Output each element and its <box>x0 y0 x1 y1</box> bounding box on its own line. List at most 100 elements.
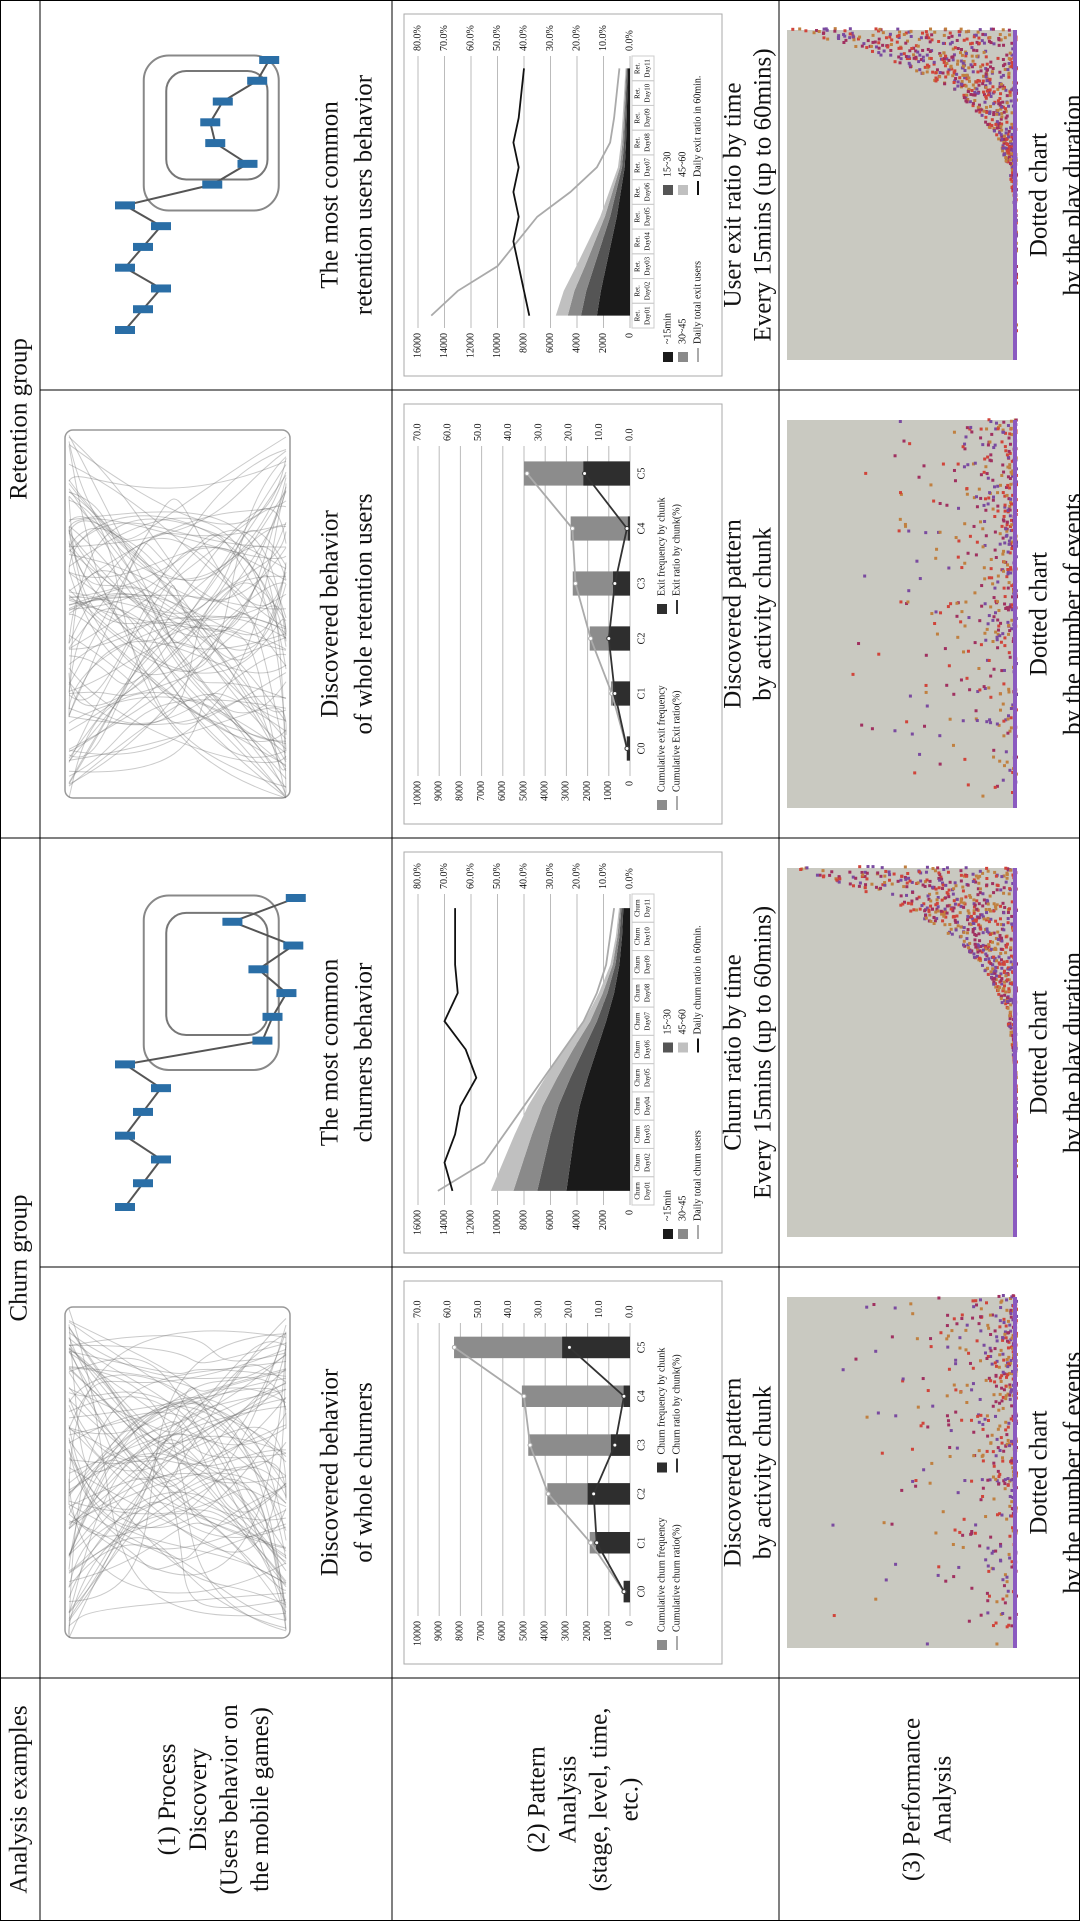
dot <box>991 1567 995 1571</box>
dot <box>1002 911 1006 915</box>
dot <box>934 1531 938 1535</box>
dot <box>1001 491 1005 495</box>
dotted-bg <box>787 30 1017 360</box>
dot <box>987 1326 991 1330</box>
dot <box>1008 463 1012 467</box>
dot <box>1010 41 1014 45</box>
dot <box>982 109 986 113</box>
map-edge <box>68 699 287 777</box>
map-edge <box>68 1318 287 1436</box>
dot <box>1009 426 1013 430</box>
dot <box>923 884 927 888</box>
dot <box>972 952 976 956</box>
dot <box>934 910 938 914</box>
dot <box>999 1300 1003 1304</box>
dot <box>972 1454 976 1458</box>
dot <box>979 1315 983 1319</box>
dot <box>879 874 883 878</box>
x-tick-label: Day07 <box>644 157 652 176</box>
dot <box>994 874 998 878</box>
dotted-base <box>1013 30 1017 360</box>
x-tick-label: Day01 <box>644 306 652 325</box>
map-edge <box>68 653 287 725</box>
y-tick-label: 10000 <box>412 781 423 806</box>
dot <box>965 93 969 97</box>
dot <box>1001 149 1005 153</box>
map-edge <box>68 529 287 799</box>
dot <box>871 33 875 37</box>
map-edge <box>68 529 287 763</box>
dot <box>984 96 988 100</box>
dot <box>982 566 986 570</box>
y2-tick-label: 70.0% <box>439 25 450 51</box>
map-edge <box>68 1520 287 1570</box>
dot <box>903 865 907 869</box>
dot <box>928 884 932 888</box>
dot <box>874 885 878 889</box>
dot <box>1004 1428 1008 1432</box>
dot <box>965 1323 969 1327</box>
dot <box>986 1418 990 1422</box>
map-node <box>259 56 280 64</box>
dot <box>994 1414 998 1418</box>
dot <box>958 911 962 915</box>
dot <box>996 646 1000 650</box>
dot <box>1009 707 1013 711</box>
y-tick-label: 4000 <box>539 781 550 801</box>
dot <box>945 866 949 870</box>
dot <box>895 34 899 38</box>
y-tick-label: 6000 <box>497 781 508 801</box>
dot <box>983 457 987 461</box>
dot <box>914 1484 918 1488</box>
y2-tick-label: 0.0% <box>624 868 635 889</box>
dot <box>1002 514 1006 518</box>
line <box>437 908 615 1192</box>
map-edge <box>68 594 287 610</box>
map-edge <box>68 1459 287 1539</box>
dot <box>1007 129 1011 133</box>
dot <box>932 60 936 64</box>
dot <box>994 965 998 969</box>
dot <box>973 461 977 465</box>
dot <box>1010 618 1014 622</box>
dot <box>999 1306 1003 1310</box>
dot <box>957 506 961 510</box>
dot <box>874 27 878 31</box>
map-node <box>115 326 135 334</box>
dot <box>1002 886 1006 890</box>
legend-label: Exit ratio by chunk(%) <box>671 504 682 596</box>
map-edge <box>68 522 287 676</box>
map-edge <box>68 596 287 713</box>
dot <box>985 927 989 931</box>
dot <box>981 79 985 83</box>
dot <box>992 113 996 117</box>
dot <box>993 443 997 447</box>
dot <box>985 911 989 915</box>
dot <box>962 465 966 469</box>
dot <box>905 893 909 897</box>
dot <box>972 955 976 959</box>
dot <box>979 643 983 647</box>
chart-frame <box>403 1280 723 1665</box>
dot <box>994 907 998 911</box>
dot <box>971 872 975 876</box>
dot <box>908 63 912 67</box>
category-prefix: Churn <box>634 1125 642 1143</box>
dot <box>1009 1308 1013 1312</box>
dot <box>947 1367 951 1371</box>
dot <box>956 84 960 88</box>
dot <box>964 51 968 55</box>
y2-tick-label: 20.0% <box>571 25 582 51</box>
dot <box>1008 1494 1012 1498</box>
dot <box>1008 1385 1012 1389</box>
dot <box>1006 1438 1010 1442</box>
dot <box>1000 875 1004 879</box>
map-edge <box>68 1453 287 1584</box>
dot <box>1001 1352 1005 1356</box>
dot <box>1005 575 1009 579</box>
dot <box>996 484 1000 488</box>
dot <box>1002 560 1006 564</box>
dot <box>1006 567 1010 571</box>
dot <box>989 557 993 561</box>
